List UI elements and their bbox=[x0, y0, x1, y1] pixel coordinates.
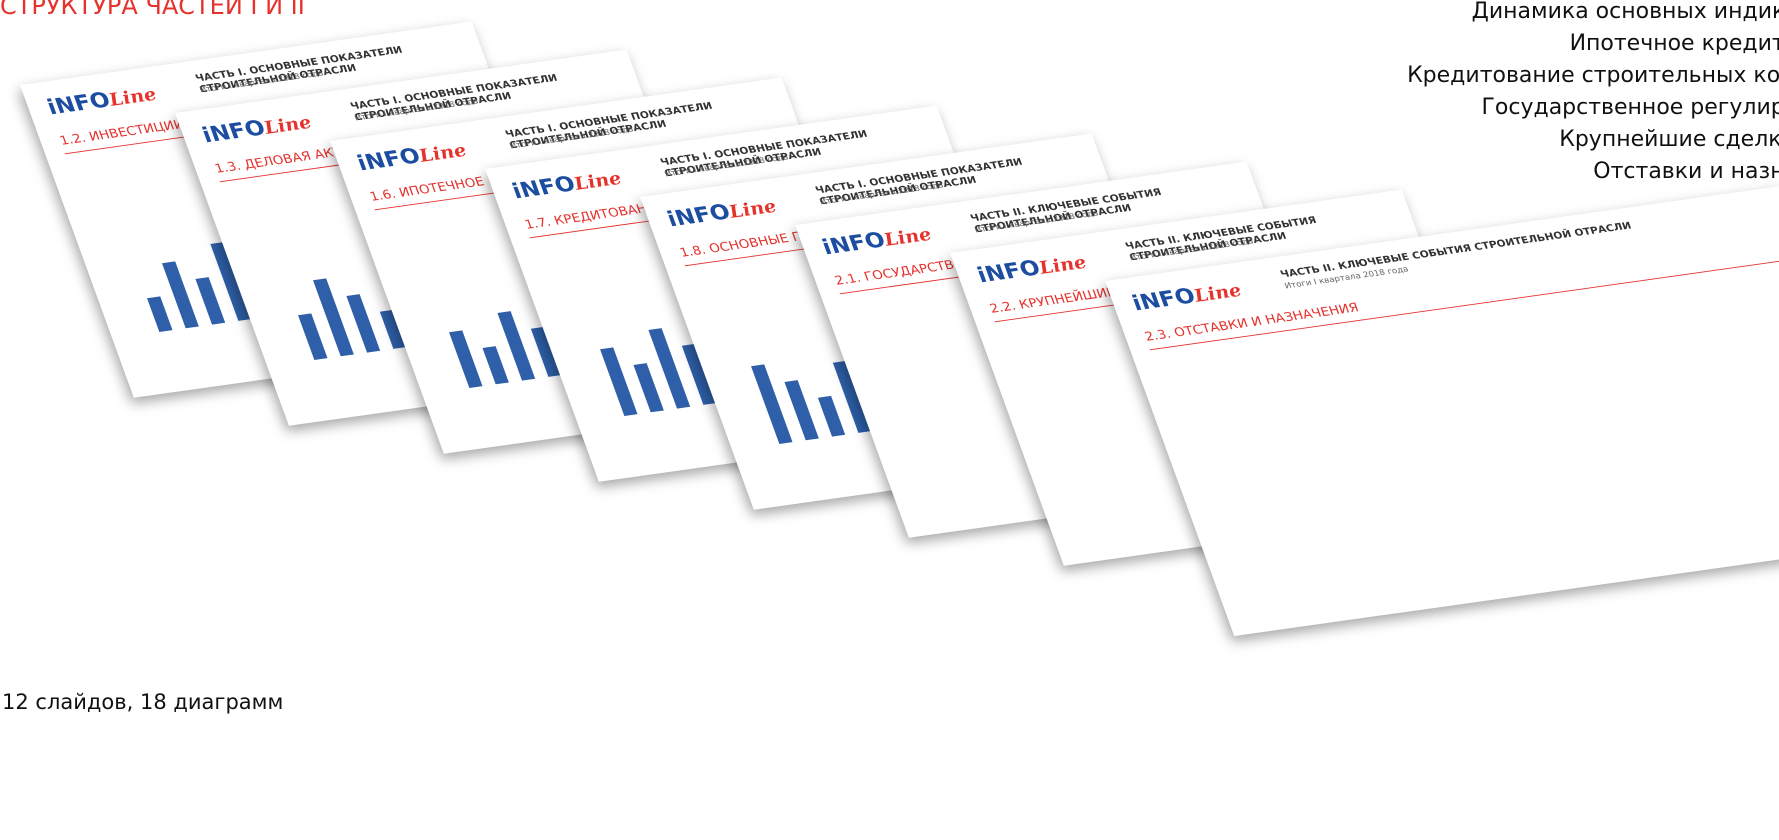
logo-script: Line bbox=[726, 195, 779, 222]
logo-script: Line bbox=[106, 83, 159, 110]
topic: Отставки и назначен bbox=[1407, 156, 1779, 188]
chart-bar bbox=[147, 296, 172, 332]
page: СТРУКТУРА ЧАСТЕЙ I И II Динамика основны… bbox=[0, 0, 1779, 840]
chart-bar bbox=[784, 380, 818, 440]
footer-text: 12 слайдов, 18 диаграмм bbox=[2, 690, 283, 714]
chart-bar bbox=[482, 346, 508, 384]
logo-script: Line bbox=[261, 111, 314, 138]
topic: Кредитование строительных компан bbox=[1407, 60, 1779, 92]
divider bbox=[1150, 259, 1779, 350]
topic-list: Динамика основных индикаторИпотечное кре… bbox=[1407, 0, 1779, 188]
chart-bar bbox=[195, 277, 225, 325]
chart-bar bbox=[298, 313, 327, 360]
topic: Крупнейшие сделки M& bbox=[1407, 124, 1779, 156]
logo-script: Line bbox=[881, 223, 934, 250]
logo: iNFOLine bbox=[354, 137, 470, 176]
title: СТРУКТУРА ЧАСТЕЙ I И II bbox=[0, 0, 305, 20]
logo: iNFOLine bbox=[664, 193, 780, 232]
chart-bar bbox=[751, 364, 792, 444]
logo: iNFOLine bbox=[819, 221, 935, 260]
chart-bar bbox=[600, 347, 637, 416]
chart-bar bbox=[633, 363, 663, 412]
topic: Государственное регулирован bbox=[1407, 92, 1779, 124]
logo: iNFOLine bbox=[1129, 277, 1245, 316]
chart-bar bbox=[346, 294, 380, 352]
topic: Динамика основных индикатор bbox=[1407, 0, 1779, 28]
logo: iNFOLine bbox=[44, 81, 160, 120]
logo: iNFOLine bbox=[509, 165, 625, 204]
logo-script: Line bbox=[571, 167, 624, 194]
chart-bar bbox=[818, 396, 845, 437]
topic: Ипотечное кредитован bbox=[1407, 28, 1779, 60]
chart-bar bbox=[449, 330, 482, 388]
logo-script: Line bbox=[1191, 279, 1244, 306]
logo-script: Line bbox=[1036, 251, 1089, 278]
logo: iNFOLine bbox=[974, 249, 1090, 288]
logo-script: Line bbox=[416, 139, 469, 166]
logo: iNFOLine bbox=[199, 109, 315, 148]
